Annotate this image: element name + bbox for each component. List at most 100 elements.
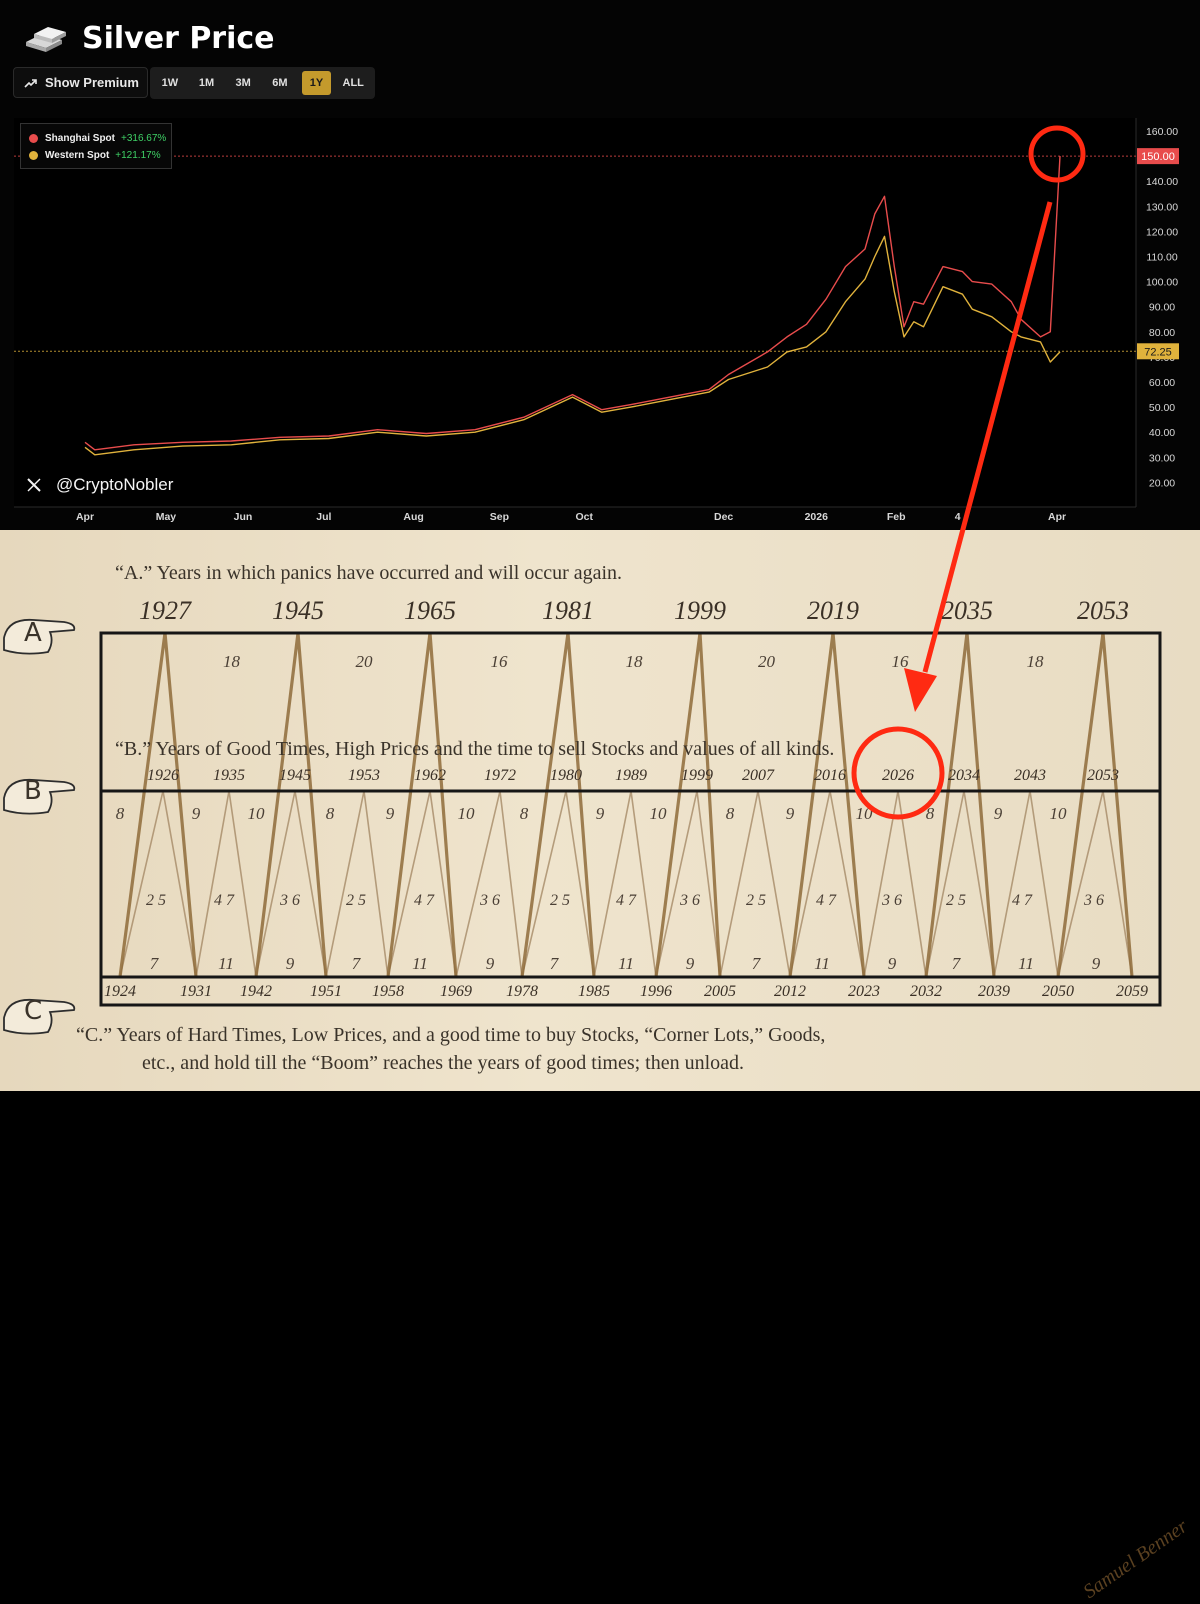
hand-pointer-b-icon — [3, 778, 76, 815]
hard-times-year-label: 1978 — [506, 983, 538, 1000]
legend-item-western[interactable]: Western Spot +121.17% — [21, 147, 171, 164]
range-1w-button[interactable]: 1W — [161, 77, 179, 89]
y-tick-label: 130.00 — [1146, 201, 1178, 213]
cycle-mid-number: 2 5 — [746, 892, 766, 909]
y-tick-label: 50.00 — [1149, 402, 1175, 414]
panic-year-label: 1927 — [139, 596, 191, 625]
chart-legend: Shanghai Spot +316.67% Western Spot +121… — [20, 123, 172, 169]
benner-cycle-chart: “A.” Years in which panics have occurred… — [0, 530, 1200, 1603]
show-premium-button[interactable]: Show Premium — [13, 67, 148, 98]
signature: Samuel Benner — [1079, 1515, 1192, 1603]
hard-times-year-label: 1958 — [372, 983, 404, 1000]
y-tick-label: 30.00 — [1149, 452, 1175, 464]
y-tick-label: 80.00 — [1149, 327, 1175, 339]
panic-gap-label: 16 — [891, 652, 909, 671]
good-times-year-label: 2016 — [814, 767, 846, 784]
benner-cycle-diagram — [3, 618, 1162, 1035]
x-tick-label: Oct — [575, 511, 593, 523]
cycle-b-triangle — [863, 790, 927, 978]
row-label-a: A — [24, 618, 42, 648]
panic-year-label: 1999 — [674, 596, 726, 625]
cycle-upper-number: 10 — [457, 804, 475, 823]
cycle-upper-number: 9 — [191, 804, 201, 823]
price-tag-label-0: 150.00 — [1141, 151, 1175, 163]
cycle-low-number: 7 — [351, 954, 361, 973]
cycle-upper-number: 10 — [247, 804, 265, 823]
legend-item-shanghai[interactable]: Shanghai Spot +316.67% — [21, 130, 171, 147]
price-chart: 160.00 140.00 130.00 120.00 110.00 100.00 90.0… — [14, 118, 1179, 523]
cycle-mid-number: 3 6 — [680, 892, 700, 909]
x-tick-label: Apr — [76, 511, 94, 523]
cycle-low-number: 7 — [751, 954, 761, 973]
x-tick-label: Dec — [714, 511, 733, 523]
panic-gap-label: 20 — [355, 652, 373, 671]
y-tick-label: 120.00 — [1146, 226, 1178, 238]
hard-times-year-label: 2050 — [1042, 983, 1074, 1000]
caption-c-line-1: “C.” Years of Hard Times, Low Prices, an… — [76, 1024, 826, 1046]
hard-times-year-label: 1969 — [440, 983, 472, 1000]
cycle-low-number: 11 — [618, 954, 634, 973]
y-tick-label: 90.00 — [1149, 302, 1175, 314]
hard-times-year-label: 2023 — [848, 983, 880, 1000]
caption-c-line-2: etc., and hold till the “Boom” reaches t… — [142, 1052, 745, 1074]
hard-times-year-label: 2005 — [704, 983, 736, 1000]
cycle-upper-number: 10 — [855, 804, 873, 823]
range-6m-button[interactable]: 6M — [272, 77, 288, 89]
hard-times-year-label: 1985 — [578, 983, 610, 1000]
row-label-c: C — [24, 996, 43, 1026]
panic-year-label: 1945 — [272, 596, 324, 625]
caption-a: “A.” Years in which panics have occurred… — [115, 562, 623, 584]
author-handle: @CryptoNobler — [26, 475, 173, 495]
hard-times-year-label: 2039 — [978, 983, 1010, 1000]
range-all-button[interactable]: ALL — [342, 77, 364, 89]
cycle-low-number: 9 — [1091, 954, 1101, 973]
panic-year-label: 1981 — [542, 596, 594, 625]
app-title: Silver Price — [82, 20, 275, 56]
cycle-mid-number: 3 6 — [882, 892, 902, 909]
good-times-year-label: 1953 — [348, 767, 380, 784]
hard-times-year-label: 2059 — [1116, 983, 1148, 1000]
good-times-year-label: 1972 — [484, 767, 516, 784]
cycle-upper-number: 9 — [595, 804, 605, 823]
x-tick-label: 2026 — [805, 511, 829, 523]
good-times-year-label: 1962 — [414, 767, 446, 784]
y-tick-label: 140.00 — [1146, 176, 1178, 188]
hard-times-year-label: 1951 — [310, 983, 342, 1000]
row-c-box — [99, 975, 1162, 1007]
x-tick-label: Apr — [1048, 511, 1066, 523]
cycle-low-number: 7 — [549, 954, 559, 973]
hard-times-year-label: 2032 — [910, 983, 942, 1000]
cycle-a-triangle — [386, 632, 458, 978]
cycle-mid-number: 2 5 — [946, 892, 966, 909]
cycle-low-number: 9 — [285, 954, 295, 973]
panic-gap-label: 18 — [625, 652, 643, 671]
cycle-mid-number: 4 7 — [214, 892, 234, 909]
cycle-upper-number: 10 — [1049, 804, 1067, 823]
good-times-year-label: 2007 — [742, 767, 774, 784]
app-header: Silver Price — [22, 18, 275, 58]
range-3m-button[interactable]: 3M — [235, 77, 251, 89]
x-tick-label: Jul — [316, 511, 331, 523]
cycle-b-triangle — [993, 790, 1059, 978]
good-times-year-label: 2034 — [948, 767, 980, 784]
cycle-mid-number: 2 5 — [346, 892, 366, 909]
y-tick-label: 20.00 — [1149, 477, 1175, 489]
time-range-selector: 1W 1M 3M 6M 1Y ALL — [150, 67, 375, 99]
cycle-mid-number: 4 7 — [1012, 892, 1032, 909]
cycle-b-triangle — [325, 790, 389, 978]
show-premium-label: Show Premium — [45, 75, 139, 90]
panic-gap-label: 18 — [223, 652, 240, 671]
good-times-year-label: 2026 — [882, 767, 914, 784]
cycle-low-number: 7 — [149, 954, 159, 973]
hard-times-year-label: 1931 — [180, 983, 212, 1000]
hard-times-year-label: 2012 — [774, 983, 806, 1000]
x-tick-label: 4 — [955, 511, 961, 523]
silver-bars-icon — [26, 27, 66, 52]
cycle-mid-number: 4 7 — [414, 892, 434, 909]
cycle-low-number: 7 — [951, 954, 961, 973]
range-1m-button[interactable]: 1M — [198, 77, 215, 89]
good-times-year-label: 1989 — [615, 767, 647, 784]
range-1y-button[interactable]: 1Y — [301, 71, 332, 95]
plot-area — [14, 118, 1136, 507]
cycle-low-number: 11 — [1018, 954, 1034, 973]
